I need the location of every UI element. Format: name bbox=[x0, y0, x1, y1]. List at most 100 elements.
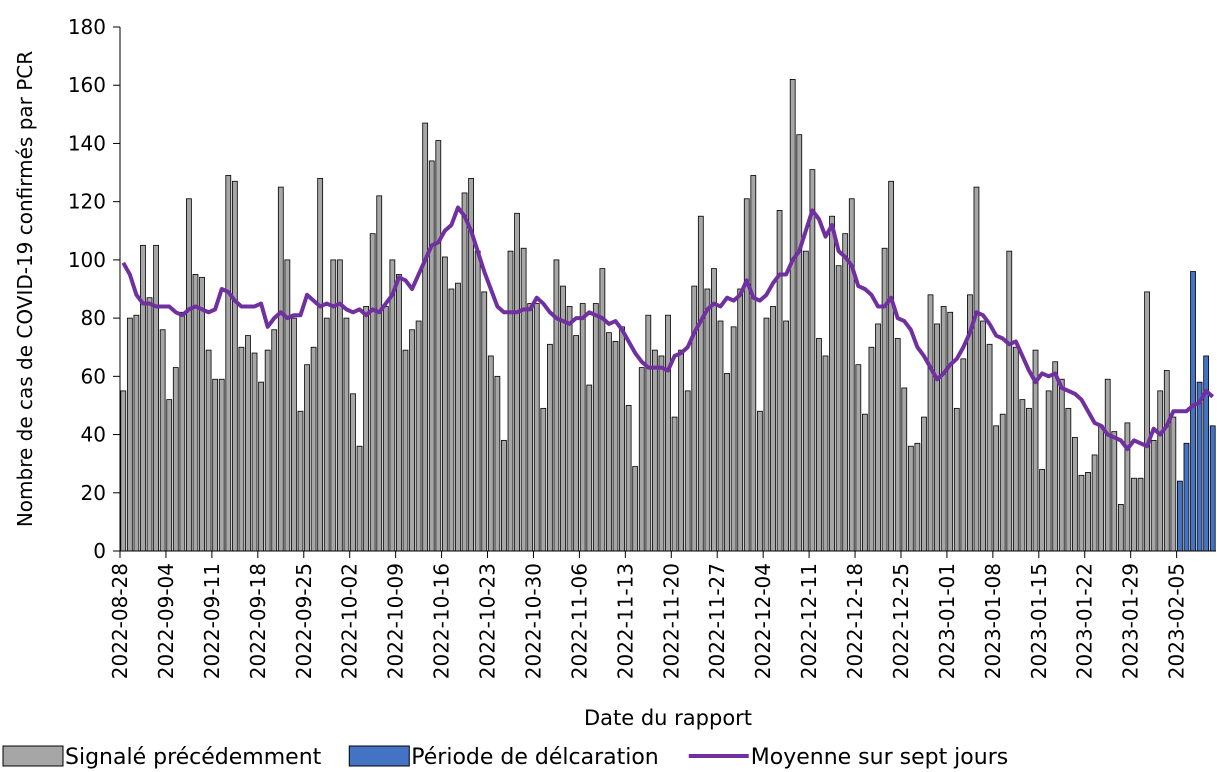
x-tick-label: 2022-10-09 bbox=[384, 563, 408, 679]
x-tick-label: 2022-11-13 bbox=[613, 563, 637, 679]
bar bbox=[461, 192, 468, 552]
bar bbox=[363, 306, 369, 552]
x-tick-label: 2022-09-18 bbox=[246, 563, 270, 679]
legend-swatch bbox=[2, 745, 64, 767]
bar bbox=[146, 297, 153, 552]
x-tick-label: 2022-12-25 bbox=[889, 563, 913, 679]
bar bbox=[186, 198, 192, 552]
x-tick-label: 2023-01-22 bbox=[1073, 563, 1097, 679]
bar bbox=[901, 387, 908, 552]
x-tick-label: 2022-10-23 bbox=[476, 563, 500, 679]
y-tick-label: 140 bbox=[68, 131, 106, 155]
bar bbox=[159, 329, 166, 552]
bar bbox=[737, 288, 744, 552]
bar bbox=[1072, 437, 1078, 552]
bar bbox=[684, 390, 691, 552]
bar bbox=[855, 364, 862, 552]
bar bbox=[606, 332, 612, 552]
bar bbox=[960, 358, 967, 552]
bar bbox=[717, 320, 724, 552]
bar bbox=[1170, 416, 1177, 552]
bar bbox=[199, 276, 205, 552]
bar bbox=[783, 320, 790, 552]
bar bbox=[1137, 477, 1144, 552]
bar bbox=[763, 317, 770, 552]
bar bbox=[264, 349, 271, 552]
bar bbox=[120, 390, 127, 552]
x-tick-label: 2022-09-04 bbox=[154, 563, 178, 679]
bar bbox=[172, 367, 179, 552]
x-tick-label: 2022-12-18 bbox=[843, 563, 867, 679]
bar bbox=[724, 373, 730, 552]
bar bbox=[862, 413, 868, 552]
bar bbox=[277, 186, 284, 552]
bar bbox=[1183, 442, 1190, 552]
bar bbox=[1163, 370, 1170, 552]
bar bbox=[533, 303, 540, 552]
x-tick-label: 2022-10-16 bbox=[430, 563, 454, 679]
bar bbox=[835, 265, 842, 552]
bar bbox=[179, 311, 186, 552]
bar bbox=[258, 381, 264, 552]
bar bbox=[770, 306, 776, 552]
bar bbox=[638, 367, 645, 552]
bar bbox=[133, 314, 140, 552]
bar bbox=[940, 306, 947, 552]
x-tick-label: 2023-01-15 bbox=[1027, 563, 1051, 679]
bar bbox=[1124, 422, 1131, 552]
bar bbox=[382, 306, 389, 552]
bar bbox=[592, 303, 599, 552]
x-tick-label: 2022-10-30 bbox=[521, 563, 545, 679]
bar bbox=[1058, 378, 1065, 552]
bar bbox=[304, 364, 310, 552]
bar bbox=[947, 311, 954, 552]
bar bbox=[1131, 477, 1137, 552]
bar bbox=[218, 378, 225, 552]
x-tick-label: 2022-10-02 bbox=[338, 563, 362, 679]
bar bbox=[409, 329, 415, 552]
bar bbox=[665, 314, 671, 552]
bar bbox=[415, 320, 422, 552]
bar bbox=[927, 294, 934, 552]
bar bbox=[789, 79, 796, 552]
y-tick-label: 120 bbox=[68, 190, 106, 214]
x-tick-label: 2022-09-11 bbox=[200, 563, 224, 679]
bar bbox=[514, 212, 520, 552]
bar bbox=[546, 343, 553, 552]
bar bbox=[651, 349, 658, 552]
bar bbox=[612, 340, 619, 552]
bar bbox=[297, 410, 304, 552]
bar bbox=[192, 274, 199, 552]
bar bbox=[934, 323, 940, 552]
bar bbox=[1209, 425, 1216, 552]
bar bbox=[1039, 469, 1045, 552]
bar bbox=[1091, 454, 1098, 552]
bar bbox=[894, 338, 901, 552]
y-tick-label: 80 bbox=[81, 306, 106, 330]
bar bbox=[238, 346, 245, 552]
bar bbox=[711, 268, 717, 552]
x-tick-label: 2023-01-01 bbox=[935, 563, 959, 679]
bar bbox=[573, 335, 580, 552]
legend-label: Période de délcaration bbox=[411, 745, 658, 770]
bar bbox=[1157, 390, 1164, 552]
bar bbox=[428, 160, 435, 552]
bar bbox=[126, 317, 133, 552]
y-axis-title: Nombre de cas de COVID-19 confirmés par … bbox=[13, 51, 37, 527]
bar bbox=[1144, 291, 1150, 552]
bar bbox=[396, 274, 402, 552]
x-tick-label: 2022-12-11 bbox=[797, 563, 821, 679]
legend-label: Signalé précédemment bbox=[65, 745, 322, 770]
bar bbox=[875, 323, 881, 552]
bar bbox=[645, 314, 652, 552]
bar bbox=[1117, 504, 1124, 552]
bar bbox=[441, 256, 448, 552]
bar bbox=[671, 416, 678, 552]
bar bbox=[520, 247, 527, 552]
bar bbox=[953, 407, 960, 552]
bar bbox=[1098, 425, 1105, 552]
bar bbox=[481, 291, 488, 552]
bar bbox=[619, 326, 625, 552]
bar bbox=[1196, 381, 1203, 552]
